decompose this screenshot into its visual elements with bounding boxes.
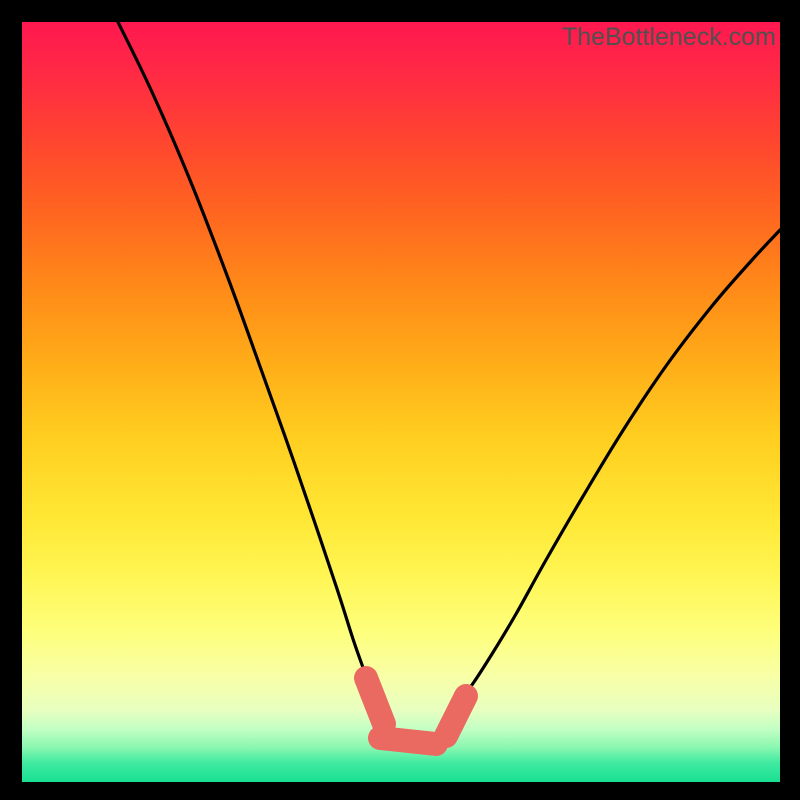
marker-capsule-2 (430, 680, 482, 752)
curve-left (118, 22, 374, 700)
watermark-text: TheBottleneck.com (562, 23, 776, 52)
curve-layer (22, 22, 780, 782)
plot-area (22, 22, 780, 782)
chart-stage: TheBottleneck.com (0, 0, 800, 800)
curve-right (462, 230, 780, 698)
